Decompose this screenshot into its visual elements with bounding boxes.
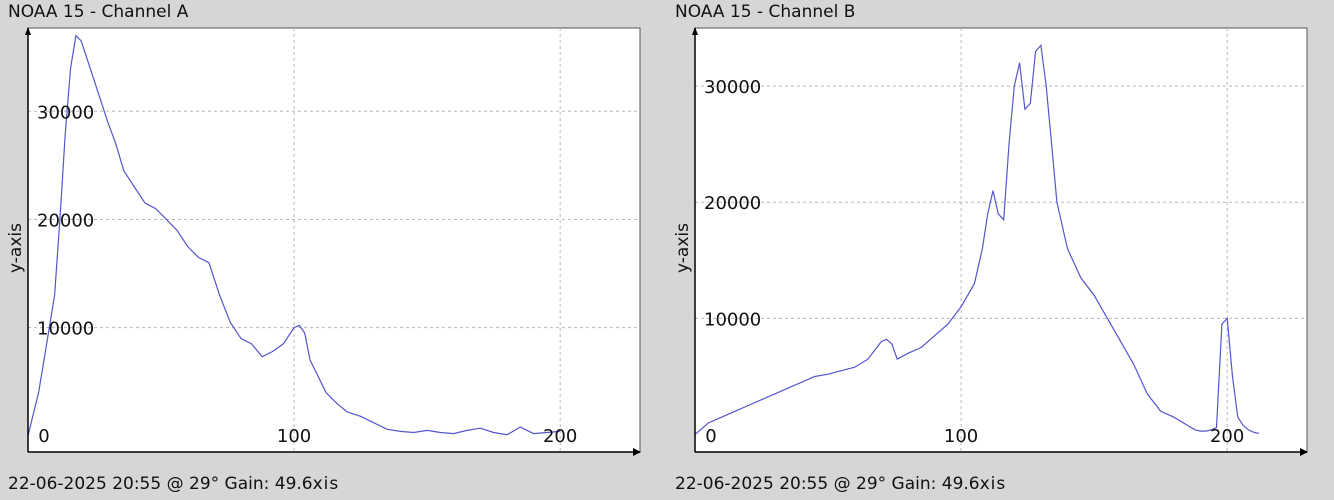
footer-axis-fragment: xis: [979, 474, 1007, 494]
footer-info: 22-06-2025 20:55 @ 29° Gain: 49.6: [8, 474, 313, 494]
plot-area: [27, 27, 641, 453]
x-axis-arrow: [1300, 448, 1308, 456]
chart-title: NOAA 15 - Channel B: [675, 2, 856, 22]
chart-title: NOAA 15 - Channel A: [8, 2, 189, 22]
x-tick-label: 0: [705, 426, 716, 447]
line-chart-channel-a: 0 100 200 10000 20000 30000 y-axis: [6, 27, 641, 456]
y-axis-label: y-axis: [6, 223, 26, 273]
footer-axis-fragment: xis: [312, 474, 340, 494]
data-series-line: [694, 44, 1260, 436]
x-tick-label: 200: [1210, 426, 1244, 447]
plot-area: [694, 27, 1308, 453]
y-tick-label: 20000: [704, 193, 761, 214]
chart-panel-channel-a: NOAA 15 - Channel A 0 100 200 10000 20000 300…: [6, 2, 641, 494]
x-tick-label: 0: [38, 426, 49, 447]
x-tick-label: 100: [944, 426, 978, 447]
chart-panel-channel-b: NOAA 15 - Channel B 0 100 200 10000 20000 300…: [667, 0, 1334, 500]
y-axis-arrow: [25, 27, 31, 35]
y-axis-label: y-axis: [673, 223, 693, 273]
chart-footer: 22-06-2025 20:55 @ 29° Gain: 49.6xis: [675, 474, 1006, 494]
footer-info: 22-06-2025 20:55 @ 29° Gain: 49.6: [675, 474, 980, 494]
y-tick-label: 30000: [704, 77, 761, 98]
y-axis-arrow: [692, 27, 698, 35]
x-tick-label: 100: [277, 426, 311, 447]
y-tick-label: 10000: [704, 309, 761, 330]
line-chart-channel-b: 0 100 200 10000 20000 30000 y-axis: [673, 27, 1308, 456]
x-axis-arrow: [633, 448, 641, 456]
y-tick-label: 20000: [37, 210, 94, 231]
data-series-line: [27, 34, 561, 436]
x-tick-label: 200: [543, 426, 577, 447]
chart-footer: 22-06-2025 20:55 @ 29° Gain: 49.6xis: [8, 474, 339, 494]
y-tick-label: 30000: [37, 102, 94, 123]
y-tick-label: 10000: [37, 319, 94, 340]
